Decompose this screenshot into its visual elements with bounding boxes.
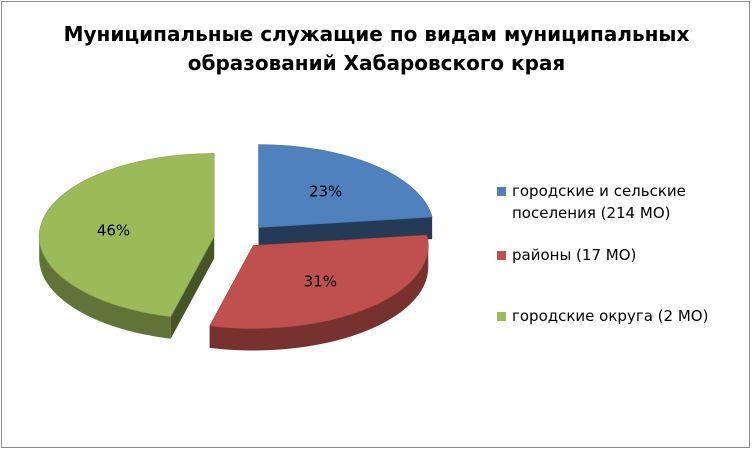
pie-wall-city-districts-start — [170, 236, 215, 339]
pie-slice-settlements — [258, 144, 433, 228]
chart-title: Муниципальные служащие по видам муниципа… — [0, 20, 753, 78]
legend-label-city-districts-line-1: городские округа (2 МО) — [512, 307, 709, 325]
legend-label-settlements: городские и сельские поселения (214 МО) — [512, 180, 734, 224]
legend-label-districts-line-1: районы (17 МО) — [512, 246, 637, 264]
pie-rim-districts — [209, 245, 429, 351]
pie-labels: 23% 31% 46% — [97, 182, 342, 290]
legend-swatch-settlements — [497, 187, 506, 196]
data-label-districts: 31% — [304, 273, 337, 291]
data-label-city-districts: 46% — [97, 221, 130, 239]
pie-rim-city-districts — [39, 236, 171, 339]
chart-title-line-2: образований Хабаровского края — [187, 51, 566, 75]
legend-label-settlements-line-2: поселения (214 МО) — [512, 204, 671, 222]
data-label-settlements: 23% — [309, 182, 342, 200]
pie-slice-city-districts — [38, 153, 215, 318]
pie-slice-districts — [209, 234, 429, 329]
legend-label-districts: районы (17 МО) — [512, 244, 734, 266]
legend-swatch-districts — [497, 251, 506, 260]
pie-tops — [38, 144, 433, 329]
legend-swatch-city-districts — [497, 312, 506, 321]
legend-label-city-districts: городские округа (2 МО) — [512, 305, 734, 327]
legend-label-settlements-line-1: городские и сельские — [512, 182, 686, 200]
chart-title-line-1: Муниципальные служащие по видам муниципа… — [63, 22, 690, 46]
